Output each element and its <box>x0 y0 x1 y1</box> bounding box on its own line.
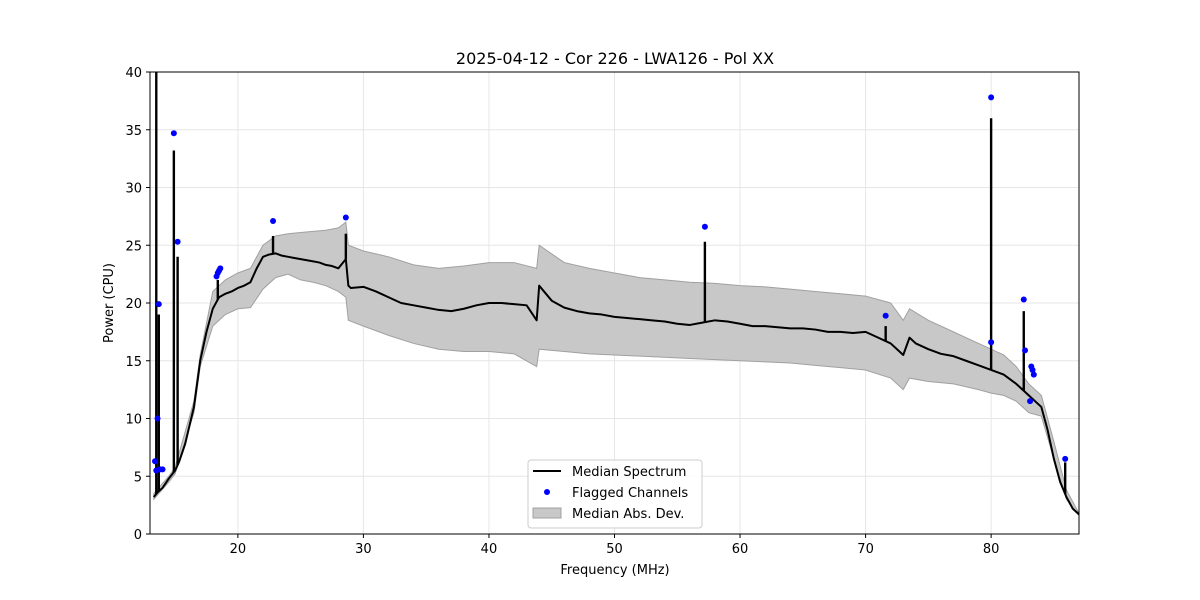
flagged-point <box>1029 366 1036 373</box>
y-tick-label: 0 <box>134 528 142 543</box>
flagged-point <box>1022 347 1029 354</box>
legend-frame <box>527 459 703 529</box>
spike-lines <box>155 72 1067 495</box>
flagged-point <box>1062 455 1069 462</box>
legend: Median Spectrum Flagged Channels Median … <box>527 459 703 529</box>
flagged-point <box>270 217 277 224</box>
y-tick-label: 25 <box>125 239 142 254</box>
flagged-point <box>342 214 349 221</box>
flagged-point <box>882 312 889 319</box>
x-axis-ticks: 20 30 40 50 60 70 80 <box>230 534 1000 557</box>
y-axis-label: Power (CPU) <box>102 263 117 343</box>
flagged-point <box>701 223 708 230</box>
y-tick-label: 30 <box>125 182 142 197</box>
median-spectrum-line <box>152 252 1080 516</box>
flagged-point <box>988 94 995 101</box>
y-tick-label: 40 <box>125 66 142 81</box>
median-line-group <box>152 252 1080 516</box>
legend-median-label: Median Spectrum <box>572 465 686 480</box>
x-tick-label: 80 <box>983 542 1000 557</box>
y-tick-label: 5 <box>134 470 142 485</box>
flagged-point <box>155 301 162 308</box>
flagged-point <box>159 466 166 473</box>
y-tick-label: 15 <box>125 355 142 370</box>
flagged-point <box>154 415 161 422</box>
flagged-point <box>1020 296 1027 303</box>
y-tick-label: 10 <box>125 413 142 428</box>
x-tick-label: 40 <box>481 542 498 557</box>
legend-mad-label: Median Abs. Dev. <box>572 507 684 522</box>
flagged-point <box>1027 398 1034 405</box>
x-tick-label: 70 <box>857 542 874 557</box>
x-axis-label: Frequency (MHz) <box>560 563 669 578</box>
flagged-point <box>1030 371 1037 378</box>
x-tick-label: 20 <box>230 542 247 557</box>
chart-title: 2025-04-12 - Cor 226 - LWA126 - Pol XX <box>456 49 774 68</box>
y-tick-label: 20 <box>125 297 142 312</box>
x-tick-label: 60 <box>732 542 749 557</box>
legend-mad-swatch <box>532 507 562 519</box>
legend-flagged-swatch <box>544 489 550 495</box>
x-tick-label: 30 <box>355 542 372 557</box>
flagged-point <box>152 458 159 465</box>
flagged-point <box>174 238 181 245</box>
legend-flagged-label: Flagged Channels <box>572 486 688 501</box>
x-tick-label: 50 <box>606 542 623 557</box>
y-tick-label: 35 <box>125 124 142 139</box>
flagged-point <box>217 265 224 272</box>
flagged-points <box>152 94 1069 474</box>
flagged-point <box>988 339 995 346</box>
y-axis-ticks: 0 5 10 15 20 25 30 35 40 <box>125 66 150 543</box>
flagged-point <box>170 130 177 137</box>
